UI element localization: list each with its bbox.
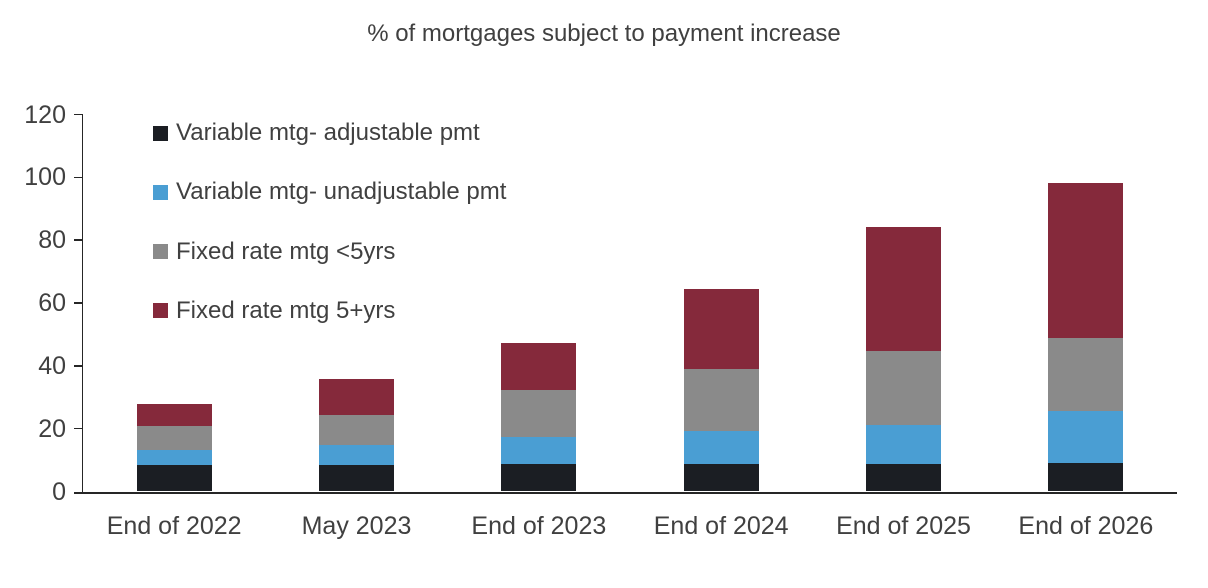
x-category-label: End of 2025 [836,512,971,540]
legend-label: Variable mtg- unadjustable pmt [176,178,507,206]
y-tick [74,113,83,116]
bar-segment [136,450,212,465]
y-tick [74,176,83,179]
legend-item: Fixed rate mtg <5yrs [153,237,395,267]
legend-item: Variable mtg- adjustable pmt [153,118,480,148]
x-category-label: End of 2026 [1018,512,1154,540]
y-tick [74,365,83,367]
chart-title: % of mortgages subject to payment increa… [367,20,841,47]
bar-segment [866,463,941,492]
bar-segment [1048,182,1124,339]
legend-label: Fixed rate mtg <5yrs [176,237,396,265]
bar-segment [136,403,212,427]
bar-segment [1048,463,1124,492]
bar-segment [319,414,394,445]
legend-item: Variable mtg- unadjustable pmt [153,177,506,207]
bar-segment [866,226,941,352]
bar-segment [683,430,759,464]
y-tick-label: 0 [52,477,66,506]
bar-segment [319,444,394,465]
y-tick [74,427,83,430]
bar-segment [501,437,577,464]
x-category-label: May 2023 [301,512,412,540]
bar-segment [1048,411,1124,464]
bar-segment [866,351,941,425]
bar-segment [319,464,394,492]
y-tick-label: 60 [38,289,66,317]
y-tick [74,239,83,241]
bar-segment [683,463,759,492]
bar-segment [136,464,212,492]
bar-segment [501,343,577,390]
bar-segment [319,379,394,415]
x-category-label: End of 2024 [653,512,789,540]
legend-item: Fixed rate mtg 5+yrs [153,296,395,326]
bar-segment [683,368,759,431]
bar-segment [501,463,577,492]
y-tick-label: 40 [38,351,66,380]
legend-marker-icon [153,244,168,260]
y-tick-label: 120 [24,100,66,129]
legend-marker-icon [153,125,168,141]
bar-segment [866,424,941,464]
x-category-label: End of 2022 [106,512,242,540]
y-tick-label: 20 [38,414,66,443]
x-category-label: End of 2023 [471,512,607,540]
y-tick-label: 100 [24,163,66,192]
legend-label: Fixed rate mtg 5+yrs [176,296,396,324]
legend-marker-icon [153,303,168,319]
bar-segment [683,288,759,369]
bar-segment [501,389,577,438]
bar-segment [1048,338,1124,412]
y-tick-label: 80 [38,226,66,255]
legend-label: Variable mtg- adjustable pmt [176,119,480,146]
legend-marker-icon [153,184,168,200]
x-axis-line [74,491,1177,494]
bar-segment [136,426,212,451]
y-tick [74,302,83,304]
